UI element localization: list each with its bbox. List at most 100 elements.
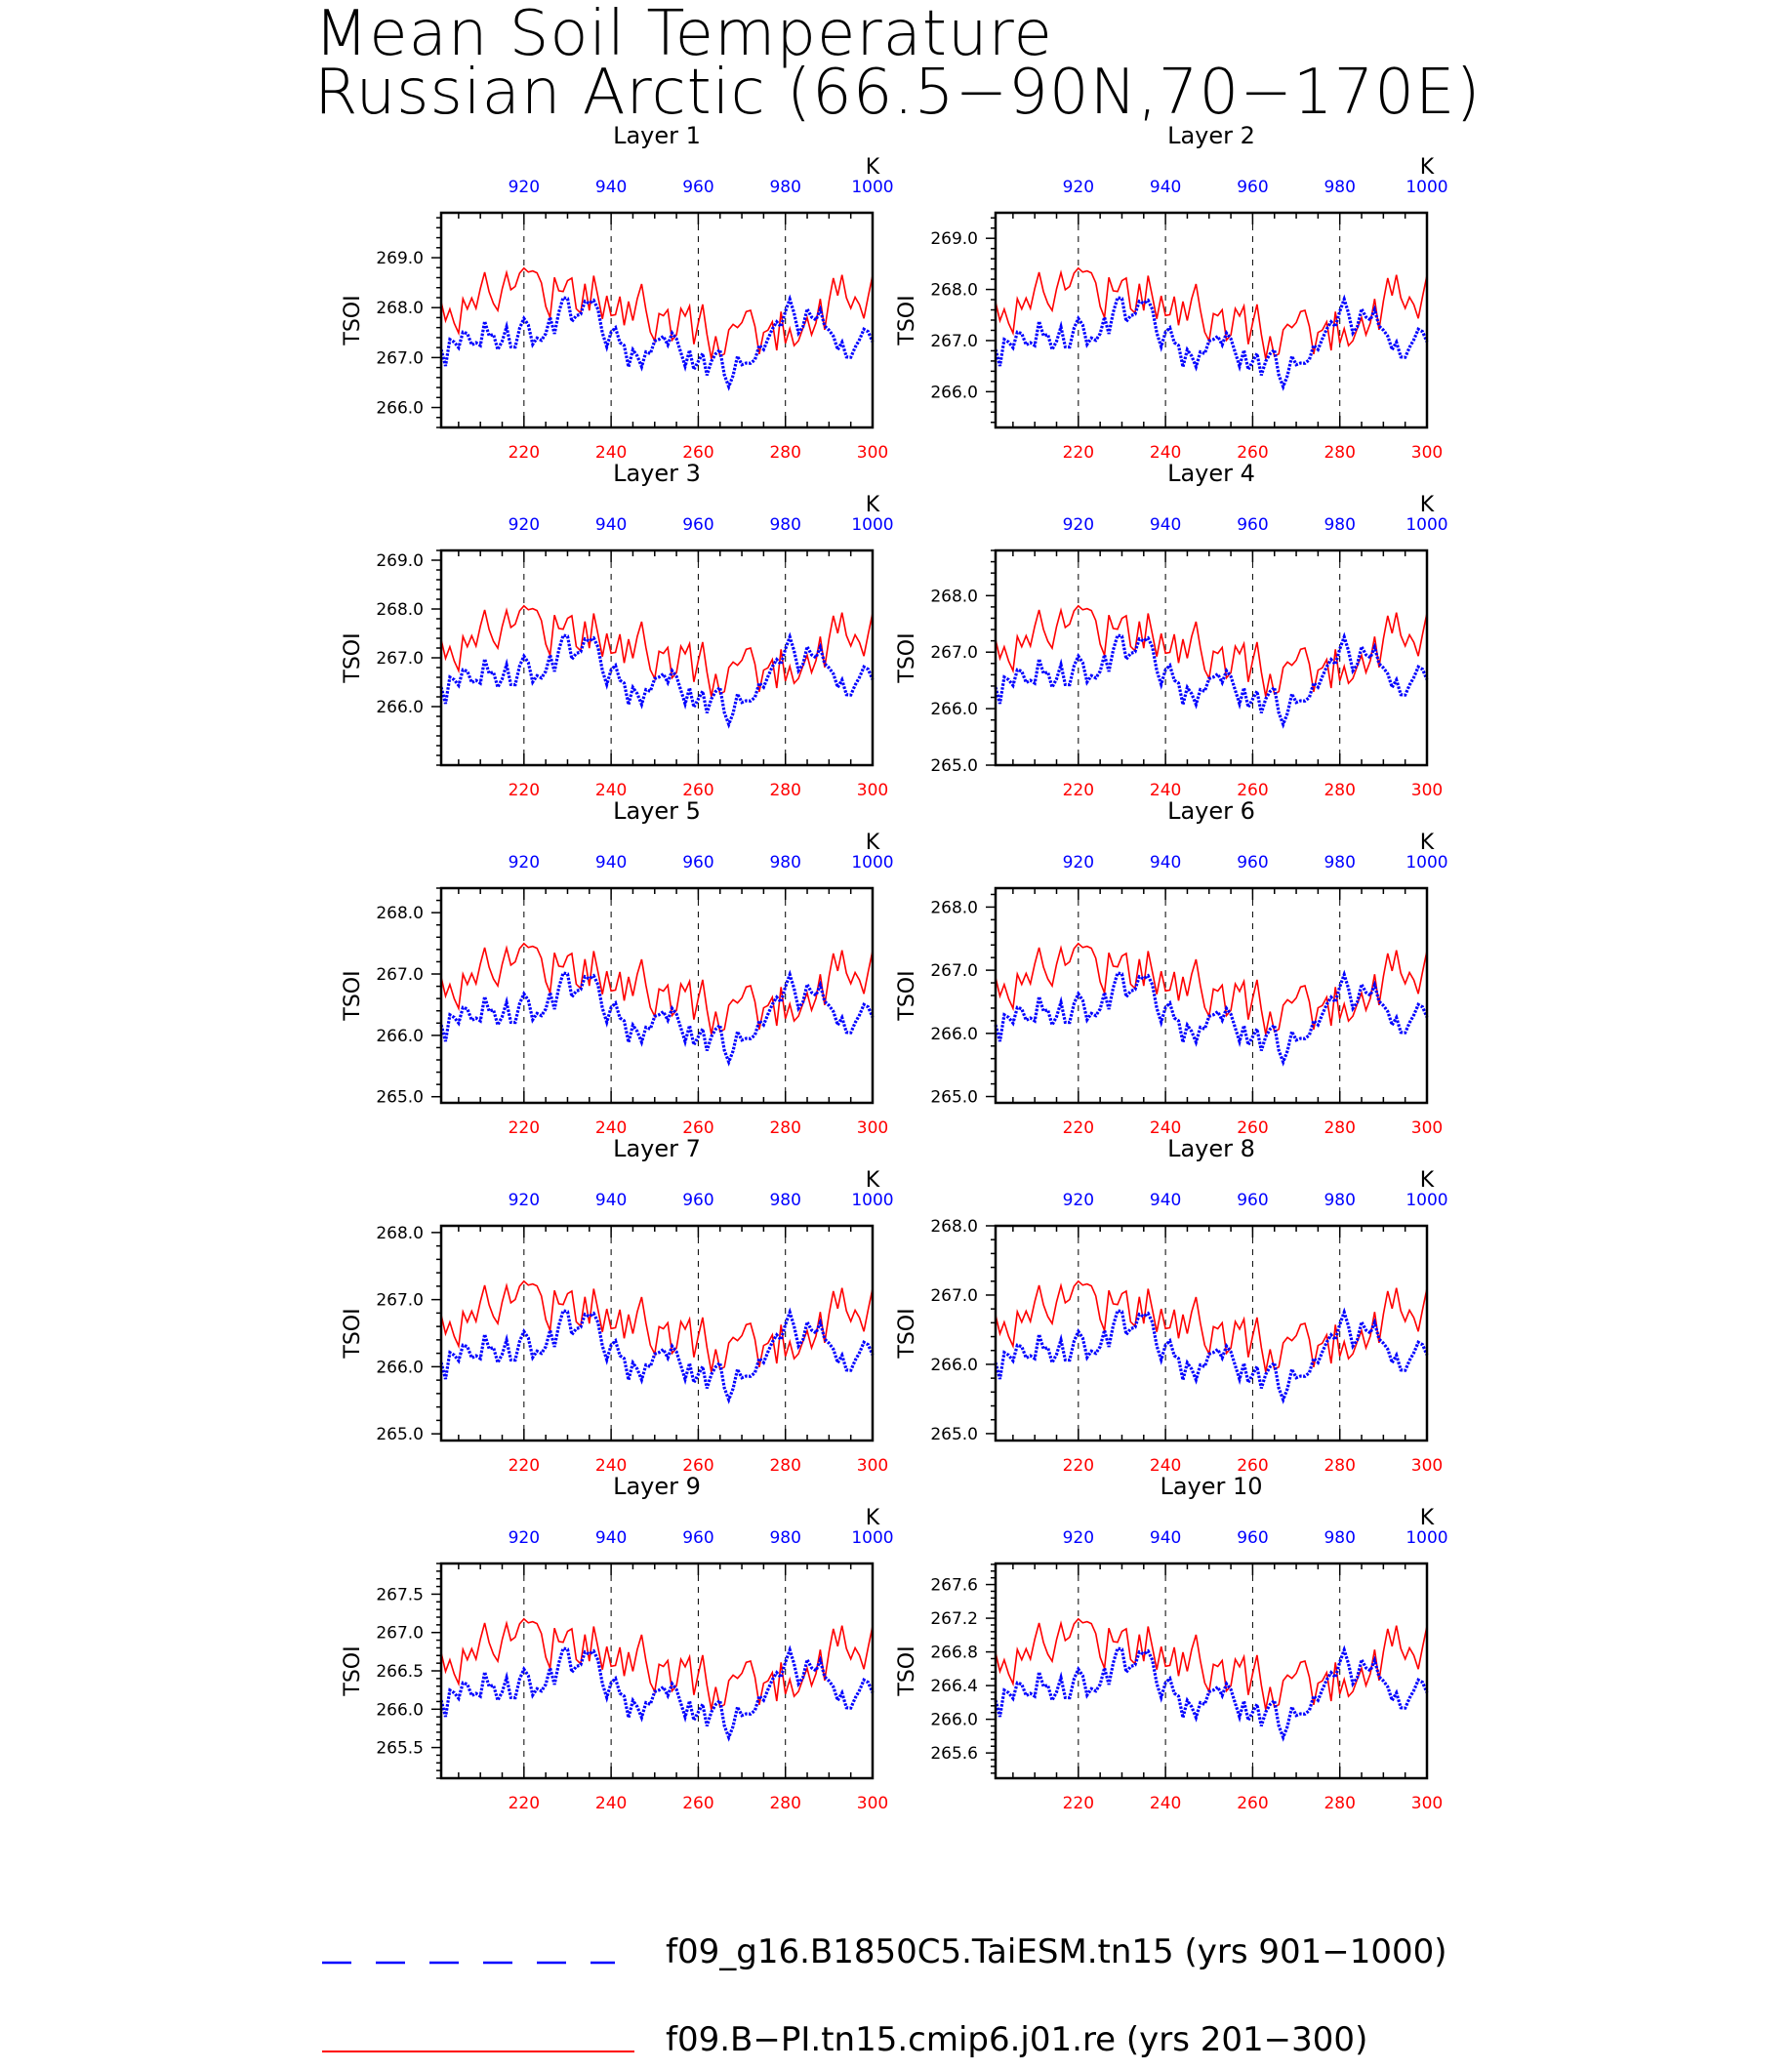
x-tick-label-bottom: 300 xyxy=(1411,1456,1443,1476)
x-tick-label-top: 1000 xyxy=(851,1191,893,1210)
top-axis-unit: K xyxy=(1420,493,1435,517)
panel-title: Layer 1 xyxy=(613,122,701,149)
y-tick-label: 266.0 xyxy=(930,1711,978,1730)
x-tick-label-bottom: 220 xyxy=(509,1118,540,1138)
x-tick-label-bottom: 280 xyxy=(769,443,800,463)
x-tick-label-bottom: 260 xyxy=(1237,1456,1268,1476)
y-tick-label: 266.0 xyxy=(376,1027,424,1046)
panel-title: Layer 7 xyxy=(613,1135,701,1162)
y-tick-label: 267.0 xyxy=(376,1291,424,1311)
plot-frame xyxy=(439,211,875,429)
x-tick-label-top: 960 xyxy=(682,853,713,873)
x-tick-label-top: 940 xyxy=(595,1528,627,1548)
figure-title-line-2: Russian Arctic (66.5−90N,70−170E) xyxy=(314,57,1482,129)
y-tick-label: 266.0 xyxy=(930,1025,978,1044)
x-tick-label-bottom: 240 xyxy=(1150,1118,1181,1138)
y-axis-label: TSOI xyxy=(341,295,365,345)
x-tick-label-top: 940 xyxy=(595,1191,627,1210)
series-line-blue xyxy=(439,969,875,1067)
x-tick-label-bottom: 260 xyxy=(1237,1118,1268,1138)
top-axis-unit: K xyxy=(1420,155,1435,180)
x-tick-label-bottom: 240 xyxy=(1150,1456,1181,1476)
y-tick-label: 265.6 xyxy=(930,1744,978,1764)
y-axis-label: TSOI xyxy=(895,295,919,345)
y-tick-label: 265.0 xyxy=(930,1425,978,1444)
x-tick-label-bottom: 220 xyxy=(509,781,540,800)
x-tick-label-top: 940 xyxy=(595,515,627,535)
x-tick-label-top: 920 xyxy=(1063,853,1094,873)
y-axis-label: TSOI xyxy=(341,1308,365,1359)
panel-layer-10: Layer 10 220 240 260 280 300 920 940 960 980 1000K… xyxy=(895,1473,1448,1813)
x-tick-label-bottom: 220 xyxy=(1063,1456,1094,1476)
x-tick-label-top: 940 xyxy=(1150,853,1181,873)
y-tick-label: 267.0 xyxy=(376,1624,424,1644)
top-axis-unit: K xyxy=(866,831,880,855)
y-tick-label: 267.5 xyxy=(376,1585,424,1604)
x-tick-label-bottom: 280 xyxy=(769,781,800,800)
x-tick-label-top: 940 xyxy=(595,178,627,197)
y-axis-label: TSOI xyxy=(341,632,365,683)
series-line-blue xyxy=(994,1307,1429,1404)
y-axis-label: TSOI xyxy=(895,970,919,1021)
panel-title: Layer 3 xyxy=(613,460,701,487)
x-tick-label-bottom: 300 xyxy=(857,781,888,800)
x-tick-label-bottom: 240 xyxy=(595,1118,627,1138)
y-tick-label: 267.0 xyxy=(930,961,978,981)
y-tick-label: 265.0 xyxy=(376,1088,424,1108)
top-axis-unit: K xyxy=(866,1506,880,1530)
x-tick-label-top: 940 xyxy=(595,853,627,873)
x-tick-label-top: 920 xyxy=(509,1191,540,1210)
series-line-blue xyxy=(994,631,1429,729)
x-tick-label-bottom: 300 xyxy=(1411,1794,1443,1813)
figure-title-line-1: Mean Soil Temperature xyxy=(314,0,1053,70)
y-tick-label: 265.0 xyxy=(930,1088,978,1108)
x-tick-label-top: 920 xyxy=(509,515,540,535)
x-tick-label-bottom: 240 xyxy=(595,1456,627,1476)
x-tick-label-top: 940 xyxy=(1150,178,1181,197)
series-line-red xyxy=(440,1617,874,1710)
x-tick-label-top: 1000 xyxy=(1405,1528,1447,1548)
legend-label-series-b: f09.B−PI.tn15.cmip6.j01.re (yrs 201−300) xyxy=(666,2020,1368,2059)
x-tick-label-top: 980 xyxy=(769,178,800,197)
panel-title: Layer 8 xyxy=(1167,1135,1255,1162)
x-tick-label-top: 960 xyxy=(1237,853,1268,873)
x-tick-label-bottom: 280 xyxy=(769,1456,800,1476)
x-tick-label-top: 1000 xyxy=(1405,1191,1447,1210)
y-tick-label: 267.2 xyxy=(930,1609,978,1629)
x-tick-label-bottom: 300 xyxy=(857,1118,888,1138)
series-line-red xyxy=(995,1279,1428,1372)
y-tick-label: 268.0 xyxy=(376,600,424,620)
series-line-blue xyxy=(994,1645,1429,1742)
x-tick-label-bottom: 260 xyxy=(682,1118,713,1138)
x-tick-label-top: 960 xyxy=(682,178,713,197)
x-tick-label-bottom: 300 xyxy=(857,443,888,463)
y-tick-label: 265.0 xyxy=(930,756,978,776)
x-tick-label-top: 1000 xyxy=(851,1528,893,1548)
y-tick-label: 267.0 xyxy=(930,332,978,351)
x-tick-label-top: 920 xyxy=(509,853,540,873)
series-line-blue xyxy=(439,631,875,729)
x-tick-label-bottom: 220 xyxy=(1063,443,1094,463)
y-axis-label: TSOI xyxy=(341,1645,365,1696)
series-line-red xyxy=(995,1617,1428,1710)
y-tick-label: 266.5 xyxy=(376,1662,424,1682)
y-tick-label: 266.0 xyxy=(376,698,424,717)
top-axis-unit: K xyxy=(1420,831,1435,855)
x-tick-label-top: 960 xyxy=(1237,515,1268,535)
y-tick-label: 265.5 xyxy=(376,1739,424,1759)
y-axis-label: TSOI xyxy=(341,970,365,1021)
x-tick-label-bottom: 240 xyxy=(595,443,627,463)
x-tick-label-top: 980 xyxy=(1324,853,1355,873)
x-tick-label-bottom: 300 xyxy=(857,1456,888,1476)
x-tick-label-bottom: 280 xyxy=(1324,1794,1355,1813)
series-line-blue xyxy=(439,1645,875,1742)
x-tick-label-bottom: 260 xyxy=(682,1794,713,1813)
x-tick-label-bottom: 220 xyxy=(509,1794,540,1813)
x-tick-label-bottom: 260 xyxy=(682,1456,713,1476)
x-tick-label-bottom: 300 xyxy=(1411,1118,1443,1138)
x-tick-label-bottom: 280 xyxy=(769,1118,800,1138)
